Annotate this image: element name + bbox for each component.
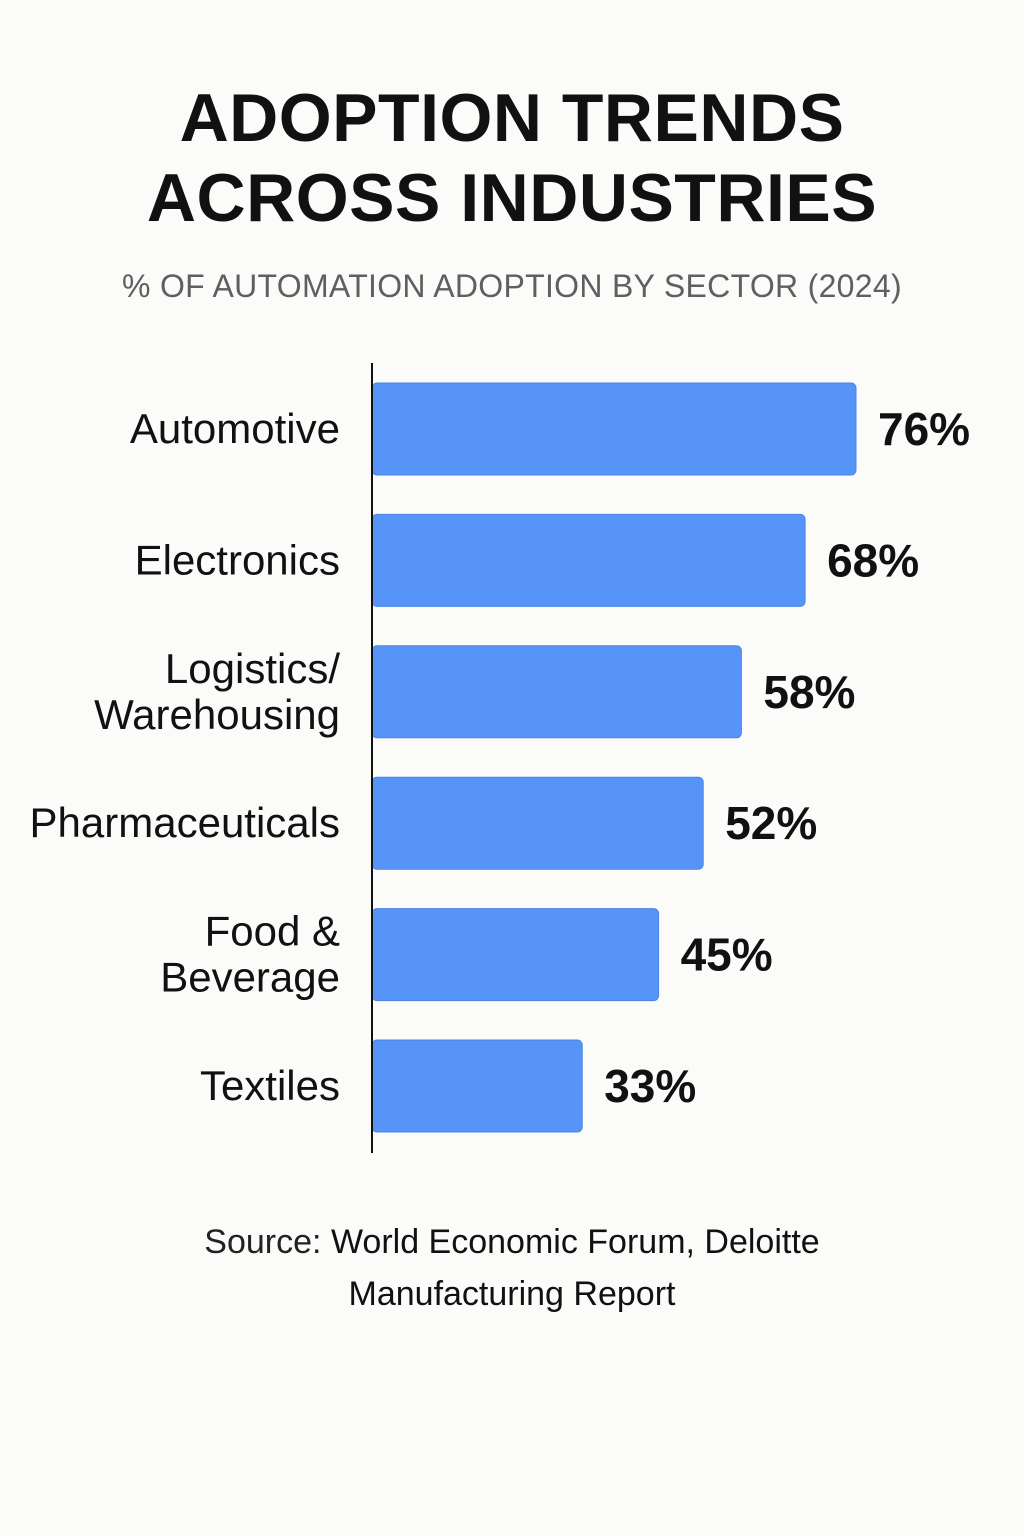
bar-3	[371, 776, 704, 870]
chart-title: ADOPTION TRENDS ACROSS INDUSTRIES	[0, 78, 1024, 238]
category-label-5-line-0: Textiles	[200, 1062, 340, 1109]
chart-title-line-2: ACROSS INDUSTRIES	[146, 160, 878, 236]
category-label-0: Automotive	[130, 405, 340, 452]
value-label-4: 45%	[681, 929, 773, 981]
category-label-5: Textiles	[200, 1062, 340, 1109]
category-label-4-line-0: Food &	[205, 908, 340, 955]
bar-1	[371, 513, 806, 607]
value-label-3: 52%	[725, 797, 817, 849]
bar-0	[371, 382, 857, 476]
category-label-2-line-0: Logistics/	[165, 645, 340, 692]
bar-2	[371, 645, 742, 739]
chart-subtitle: % OF AUTOMATION ADOPTION BY SECTOR (2024…	[122, 268, 902, 304]
category-label-3: Pharmaceuticals	[30, 799, 340, 846]
category-label-4: Food & Beverage	[160, 908, 340, 1001]
value-label-0: 76%	[878, 403, 970, 455]
source-text-line-2: Manufacturing Report	[348, 1275, 676, 1313]
source-text-line-1: World Economic Forum, Deloitte	[330, 1223, 820, 1261]
category-label-0-line-0: Automotive	[130, 405, 340, 452]
bar-5	[371, 1039, 583, 1133]
source-label: Source:	[204, 1223, 322, 1261]
category-label-2: Logistics/Warehousing	[94, 645, 340, 738]
category-label-2-line-1: Warehousing	[94, 691, 340, 738]
value-label-5: 33%	[604, 1060, 696, 1112]
value-label-2: 58%	[763, 666, 855, 718]
category-label-1: Electronics	[135, 536, 340, 583]
source-note: Source: World Economic Forum, Deloitte M…	[0, 1216, 1024, 1320]
chart-title-line-1: ADOPTION TRENDS	[179, 80, 845, 156]
value-label-1: 68%	[827, 534, 919, 586]
category-label-3-line-0: Pharmaceuticals	[30, 799, 340, 846]
bar-4	[371, 908, 660, 1002]
category-label-1-line-0: Electronics	[135, 536, 340, 583]
category-label-4-line-1: Beverage	[160, 954, 340, 1001]
